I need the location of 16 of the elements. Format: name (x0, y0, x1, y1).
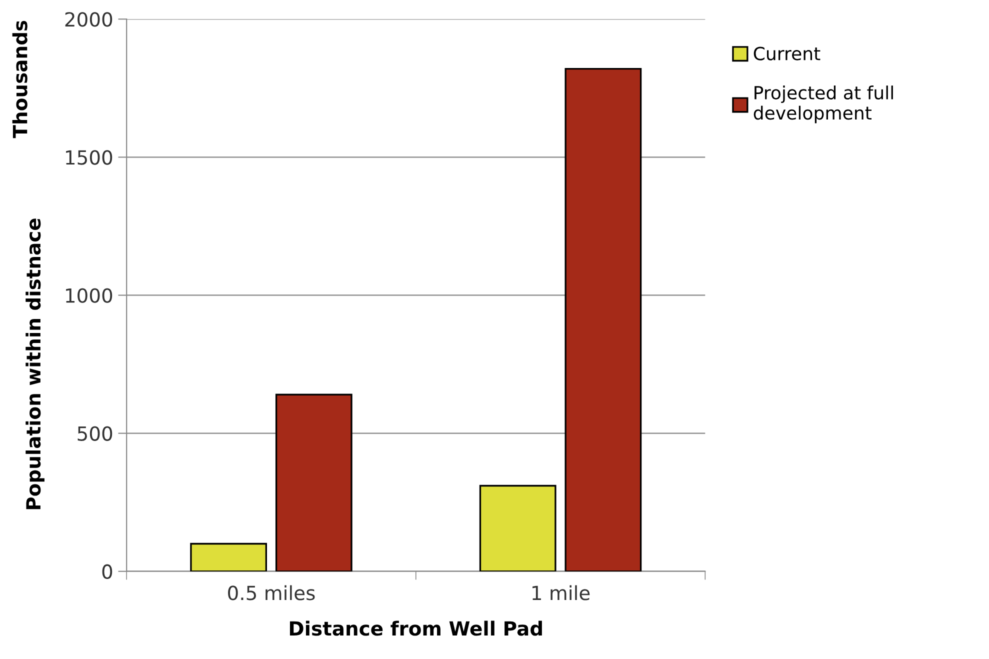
y-axis-title: Population within distnace (26, 218, 44, 510)
legend-label: Projected at full development (754, 86, 893, 124)
bar (479, 484, 556, 572)
y-tick-label: 500 (78, 426, 112, 441)
x-tick-label: 1 mile (532, 585, 590, 600)
bar (275, 394, 352, 572)
x-tick-label: 0.5 miles (228, 585, 315, 600)
x-axis-title: Distance from Well Pad (290, 620, 542, 636)
y-tick-label: 1500 (66, 150, 112, 165)
legend-label: Current (754, 46, 820, 60)
bar (564, 68, 642, 572)
bar (190, 542, 268, 572)
text: Thousands (12, 20, 28, 138)
y-tick-label: 0 (102, 564, 112, 580)
y-tick-label: 2000 (65, 12, 112, 27)
y-tick-label: 1000 (66, 288, 112, 303)
